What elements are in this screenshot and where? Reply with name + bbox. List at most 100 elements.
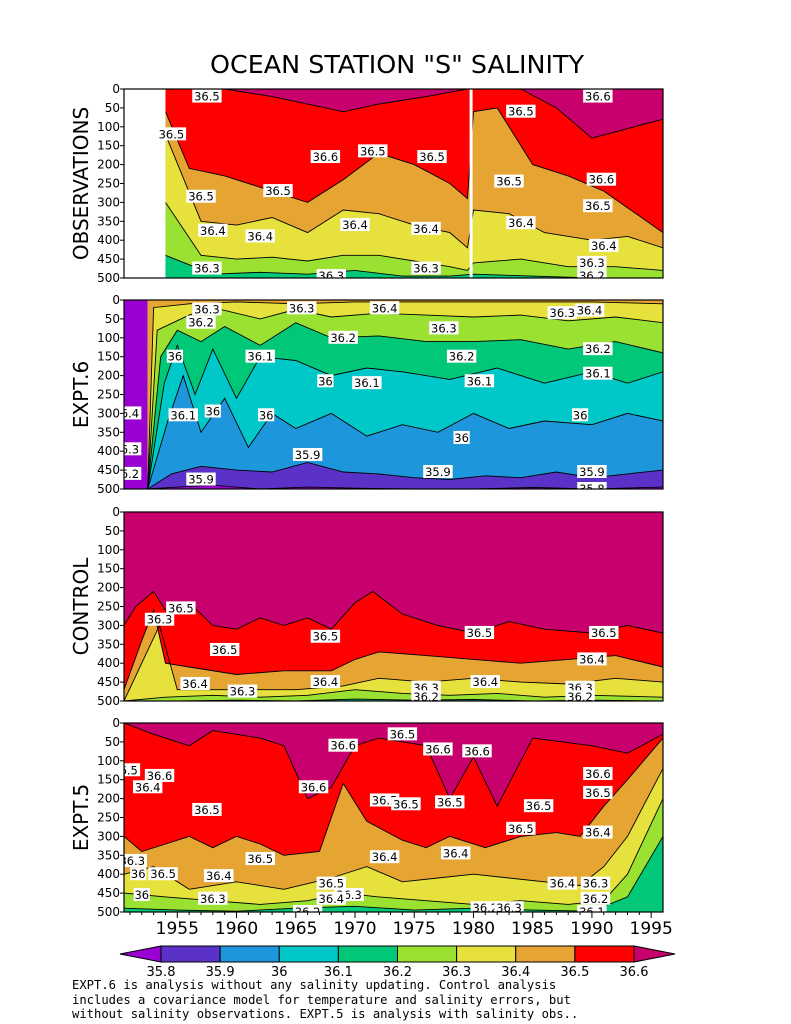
contour-label-box xyxy=(423,742,453,756)
contour-label: 36.5 xyxy=(585,199,611,213)
contour-label-box xyxy=(340,218,370,232)
isoline xyxy=(124,737,663,856)
y-tick-label: 150 xyxy=(97,139,120,153)
y-tick-label: 200 xyxy=(97,369,120,383)
contour-label: 36.6 xyxy=(464,744,490,758)
band-fill xyxy=(124,512,663,633)
colorbar-box xyxy=(456,945,517,963)
x-tick-label: 1985 xyxy=(511,919,554,939)
contour-label: 36.5 xyxy=(508,822,534,836)
colorbar-box xyxy=(397,945,458,963)
contour-label: 35.9 xyxy=(295,448,321,462)
colorbar-box xyxy=(337,945,398,963)
contour-label: 36.5 xyxy=(437,795,463,809)
contour-label-box xyxy=(245,229,275,243)
contour-label: 36.3 xyxy=(230,685,256,699)
x-tick-label: 1960 xyxy=(215,919,258,939)
contour-label: 36.3 xyxy=(496,901,522,915)
contour-label-box xyxy=(124,763,141,777)
y-tick-label: 400 xyxy=(97,656,120,670)
isoline xyxy=(147,374,663,489)
contour-label-box xyxy=(192,261,222,275)
contour-label-box xyxy=(565,690,595,701)
contour-label: 35.9 xyxy=(425,465,451,479)
contour-label: 6.2 xyxy=(121,467,139,481)
contour-label-box xyxy=(358,144,388,158)
contour-label: 36.5 xyxy=(319,877,345,891)
colorbar: 35.8 35.9 36 36.1 36.2 36.3 36.4 36.5 36.6 xyxy=(119,945,676,980)
colorbar-label: 36.4 xyxy=(501,965,530,980)
contour-label: 36.1 xyxy=(170,408,196,422)
contour-label-box xyxy=(227,684,258,698)
y-tick-label: 400 xyxy=(97,444,120,458)
y-tick-label: 450 xyxy=(97,886,120,900)
contour-label: 35.8 xyxy=(579,482,605,496)
contour-label-box xyxy=(292,905,323,912)
contour-label-box xyxy=(523,799,554,813)
colorbar-label: 36.5 xyxy=(560,965,589,980)
contour-label-box xyxy=(198,223,228,237)
contour-label: 36.3 xyxy=(579,256,605,270)
contour-label-box xyxy=(387,727,418,741)
contour-label: 36.5 xyxy=(265,184,291,198)
colorbar-end-low xyxy=(119,945,162,963)
contour-label: 36.6 xyxy=(589,173,615,187)
contour-label-box xyxy=(124,442,142,456)
contour-label-box xyxy=(204,869,234,883)
y-tick-label: 450 xyxy=(97,252,120,266)
contour-label-box xyxy=(192,302,222,316)
contour-label-box xyxy=(440,846,471,860)
contour-label-box xyxy=(583,199,613,213)
contour-label: 36.2 xyxy=(330,331,356,345)
contour-label: 36.2 xyxy=(567,690,593,704)
colorbar-box xyxy=(219,945,280,963)
contour-label: 36 xyxy=(134,888,149,902)
contour-label-box xyxy=(453,430,470,444)
contour-label: 36.1 xyxy=(467,374,493,388)
y-tick-label: 400 xyxy=(97,867,120,881)
contour-label-box xyxy=(391,797,421,811)
contour-label-box xyxy=(429,321,459,335)
y-tick-label: 350 xyxy=(97,637,120,651)
colorbar-label: 36.3 xyxy=(442,965,471,980)
colorbar-end-high xyxy=(633,945,676,963)
contour-label-box xyxy=(298,780,329,794)
isoline xyxy=(124,608,663,690)
y-tick-label: 450 xyxy=(97,463,120,477)
isoline xyxy=(147,462,663,489)
isoline xyxy=(165,202,663,271)
y-tick-label: 300 xyxy=(97,618,120,632)
isoline xyxy=(147,301,663,489)
contour-label: 36.4 xyxy=(313,675,339,689)
contour-label: 6.4 xyxy=(121,406,139,420)
y-tick-label: 300 xyxy=(97,406,120,420)
contour-label: 36.4 xyxy=(319,892,345,906)
y-tick-label: 300 xyxy=(97,195,120,209)
contour-label-box xyxy=(245,349,275,363)
contour-label: 36.4 xyxy=(473,675,499,689)
contour-label: 35.9 xyxy=(579,465,605,479)
contour-label-box xyxy=(369,301,400,315)
panel-plot-area: 36.536.336.536.5 36.5 36.536.436.436.336.4… xyxy=(124,512,663,704)
y-tick-label: 50 xyxy=(105,312,120,326)
contour-label: 36.3 xyxy=(583,877,609,891)
contour-label-box xyxy=(417,150,447,164)
contour-label-box xyxy=(186,189,216,203)
y-tick-label: 50 xyxy=(105,735,120,749)
contour-label-box xyxy=(124,406,142,420)
contour-label-box xyxy=(263,184,293,198)
contour-label: 36.6 xyxy=(147,769,173,783)
isoline xyxy=(147,484,663,489)
x-tick-label: 1980 xyxy=(452,919,495,939)
figure-title: OCEAN STATION "S" SALINITY xyxy=(210,50,585,79)
y-tick-label: 200 xyxy=(97,792,120,806)
panel-ylabel: EXPT.5 xyxy=(69,784,93,851)
contour-label-box xyxy=(583,785,613,799)
contour-label: 36.4 xyxy=(247,229,273,243)
contour-label-box xyxy=(494,901,524,912)
contour-label-box xyxy=(583,825,613,839)
contour-label-box xyxy=(310,150,341,164)
contour-label: 36.5 xyxy=(360,144,386,158)
contour-label: 36 xyxy=(454,431,469,445)
contour-label: 36.3 xyxy=(147,613,173,627)
